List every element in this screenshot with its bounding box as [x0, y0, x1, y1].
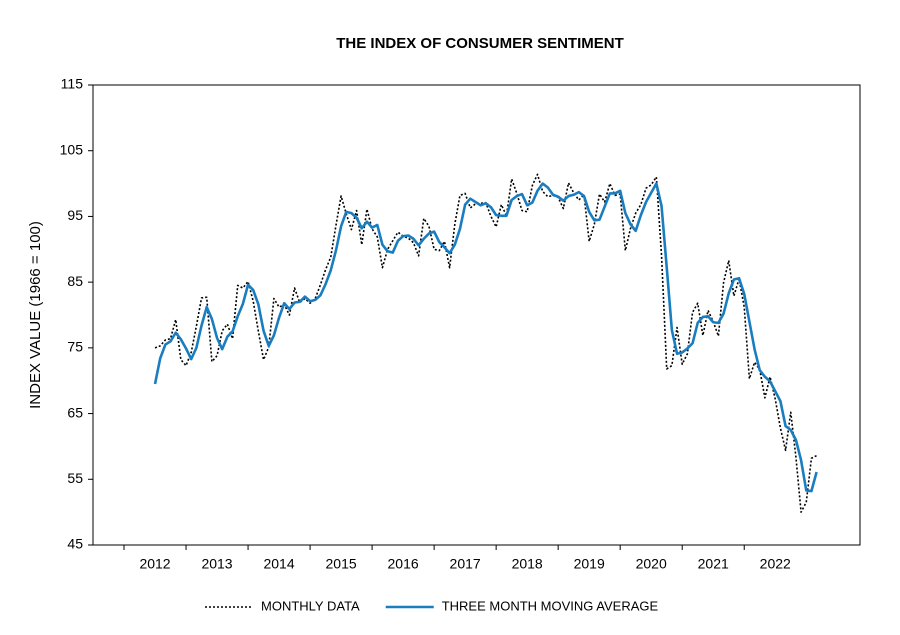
x-tick-label: 2018	[512, 556, 543, 572]
y-tick-label: 115	[61, 76, 84, 92]
y-tick-label: 105	[60, 141, 84, 157]
plot-frame	[92, 84, 861, 546]
y-tick-label: 55	[67, 470, 83, 486]
x-tick-label: 2020	[636, 556, 667, 572]
y-tick-label: 65	[67, 404, 83, 420]
y-tick-label: 75	[67, 339, 83, 355]
x-tick-label: 2021	[698, 556, 729, 572]
y-tick-label: 45	[67, 536, 83, 552]
x-tick-label: 2016	[388, 556, 419, 572]
x-tick-label: 2013	[201, 556, 232, 572]
x-tick-label: 2019	[574, 556, 605, 572]
x-tick-label: 2017	[450, 556, 481, 572]
legend-label: MONTHLY DATA	[261, 598, 360, 613]
series-line	[154, 173, 817, 513]
chart-title: THE INDEX OF CONSUMER SENTIMENT	[336, 35, 624, 52]
y-axis-label: INDEX VALUE (1966 = 100)	[27, 221, 44, 409]
x-tick-label: 2022	[760, 556, 791, 572]
x-tick-label: 2015	[326, 556, 357, 572]
x-tick-label: 2014	[263, 556, 294, 572]
legend-label: THREE MONTH MOVING AVERAGE	[442, 598, 659, 613]
series-line	[153, 182, 818, 493]
x-tick-label: 2012	[139, 556, 170, 572]
y-tick-label: 95	[67, 207, 83, 223]
y-tick-label: 85	[67, 273, 83, 289]
